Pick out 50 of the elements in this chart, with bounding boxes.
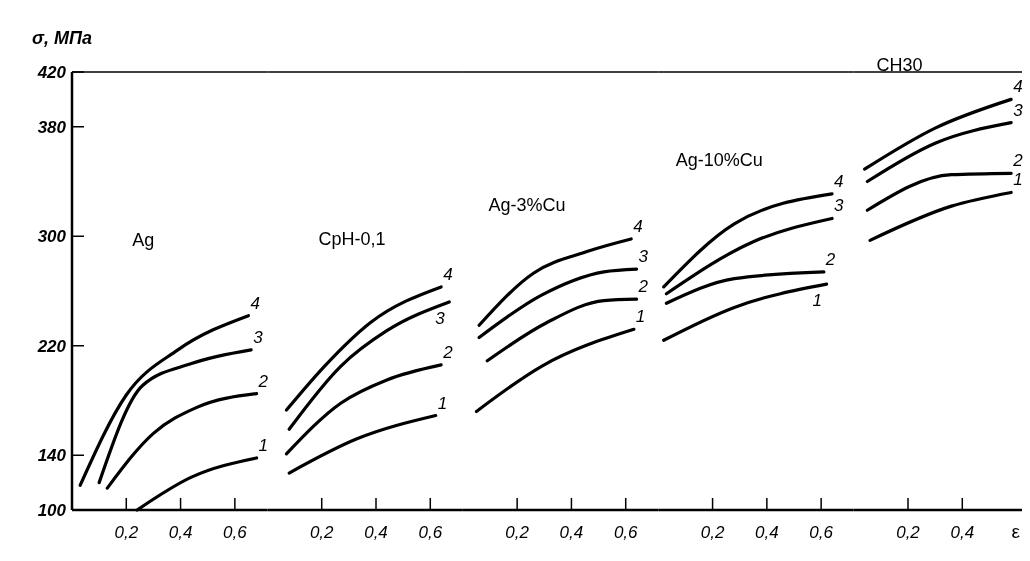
x-tick-label: 0,4 [168,523,193,542]
x-tick-label: 0,4 [950,523,975,542]
series-label: 3 [1013,100,1024,120]
line-series [97,348,253,485]
series-label: 1 [635,307,646,327]
y-tick-label: 300 [37,227,67,247]
x-tick-label: 0,2 [309,523,335,542]
x-axis-title: ε [1011,521,1021,542]
x-tick-label: 0,4 [364,523,388,542]
x-tick-label: 0,4 [755,523,779,542]
x-tick-label: 0,2 [700,523,725,542]
series-label: 3 [435,308,446,328]
text: Ag [132,229,155,250]
series-label: 1 [437,393,448,413]
series-label: 2 [442,342,454,362]
series-label: 2 [1012,151,1024,171]
x-tick-label: 0,2 [896,523,921,542]
y-tick-label: 220 [36,336,67,356]
x-tick-label: 0,6 [809,523,834,542]
series-label: 4 [250,293,260,313]
series-label: 2 [257,371,269,391]
series-label: 4 [834,171,844,191]
series-label: 1 [812,291,823,311]
series-label: 2 [637,277,649,297]
series-label: 4 [633,216,643,236]
text: Ag-3%Cu [488,194,566,215]
x-tick-label: 0,2 [114,523,139,542]
chart-title: СН30 [876,55,923,76]
x-tick-label: 0,4 [559,523,584,542]
series-label: 4 [443,264,453,284]
x-tick-label: 0,2 [505,523,530,542]
line-series [78,314,251,487]
y-axis-title: σ, МПа [32,28,92,48]
x-tick-label: 0,6 [613,523,639,542]
series-label: 2 [824,249,836,269]
text: СрН-0,1 [318,228,386,249]
series-label: 1 [1013,170,1023,190]
series-label: 3 [638,247,649,267]
series-label: 1 [258,435,269,455]
x-tick-label: 0,6 [418,523,443,542]
series-label: 4 [1013,77,1023,97]
series-label: 3 [253,327,264,347]
series-label: 3 [834,196,844,216]
y-tick-label: 420 [36,62,67,82]
line-series [105,392,259,490]
y-tick-label: 100 [37,500,67,520]
x-tick-label: 0,6 [223,523,248,542]
y-tick-label: 380 [37,117,67,137]
y-tick-label: 140 [37,446,67,466]
text: Ag-10%Cu [675,149,763,170]
